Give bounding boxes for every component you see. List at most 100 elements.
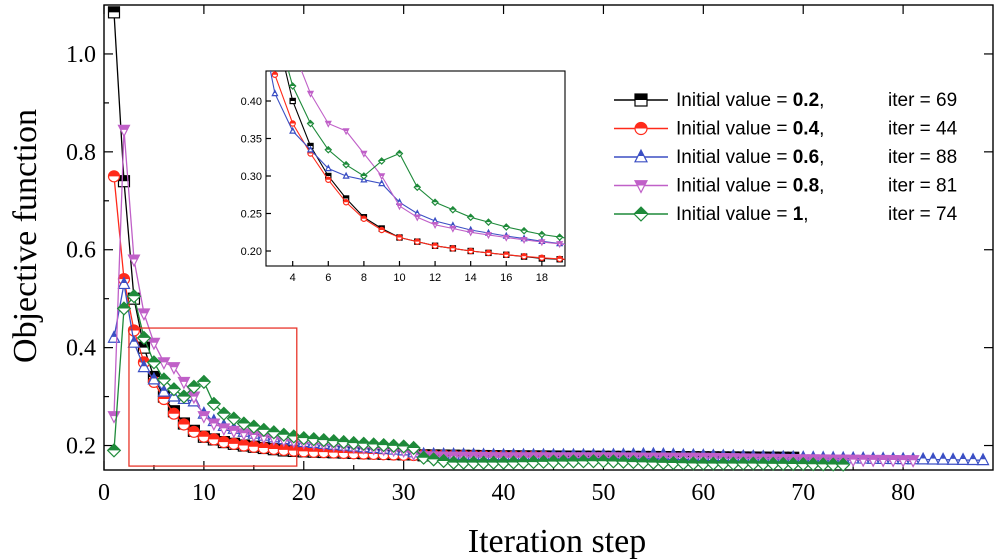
- inset-y-tick-label: 0.35: [241, 134, 262, 146]
- x-axis-title: Iteration step: [468, 523, 646, 560]
- inset-series-3-point: [306, 145, 315, 153]
- series-2-point: [237, 439, 250, 452]
- series-3-point: [137, 359, 151, 373]
- series-3: [107, 276, 990, 466]
- series-5-point: [686, 456, 701, 471]
- y-tick-label: 0.6: [66, 238, 96, 264]
- series-1-point: [117, 175, 131, 188]
- inset-series-3-point: [289, 126, 297, 134]
- legend-marker: [634, 93, 648, 107]
- inset-series-2-point: [360, 215, 368, 222]
- inset-x-tick-label: 4: [290, 272, 296, 284]
- inset-series-4-point: [556, 241, 564, 249]
- series-5-point: [406, 440, 421, 456]
- series-5-point: [156, 372, 172, 387]
- series-3-point: [157, 384, 171, 397]
- series-5-point: [546, 454, 561, 469]
- series-5-point: [396, 439, 411, 454]
- x-tick-label: 20: [292, 480, 316, 506]
- series-3-point: [107, 330, 121, 343]
- inset-series-4-point: [378, 173, 386, 181]
- legend-marker: [634, 180, 648, 194]
- series-2-point: [267, 442, 280, 456]
- inset-series-5-point: [272, 19, 278, 25]
- series-5-point: [436, 453, 451, 469]
- x-tick-label: 30: [392, 480, 416, 506]
- legend-iter: iter = 88: [888, 147, 957, 168]
- inset-series-5-point: [377, 157, 386, 165]
- series-4-point: [117, 124, 131, 138]
- series-5-point: [746, 456, 761, 471]
- series-3-point: [976, 452, 990, 466]
- y-tick-label: 0.2: [66, 434, 96, 460]
- inset-series-4-point: [360, 150, 368, 158]
- inset-series-4-point: [342, 128, 350, 136]
- inset-series-2-point: [503, 251, 510, 258]
- inset-series-4: [301, 71, 565, 249]
- series-5-point: [576, 454, 591, 469]
- main-plot-area: 0 10 20 30 40 50 60 70 80 0.2 0.4 0.6 0.8 1.0: [66, 4, 994, 506]
- legend-label: Initial value = 0.8,: [676, 176, 824, 197]
- series-2-point: [187, 425, 200, 438]
- legend-label: Initial value = 0.4,: [676, 119, 824, 140]
- series-5-point: [386, 438, 401, 453]
- inset-series-4-point: [324, 120, 332, 128]
- inset-x-tick-label: 16: [500, 272, 512, 284]
- series-2-point: [207, 433, 220, 446]
- series-4-point: [896, 455, 910, 468]
- inset-frame: [265, 70, 566, 267]
- series-5-point: [276, 427, 291, 442]
- series-3-point: [926, 451, 940, 465]
- series-5-point: [196, 374, 212, 390]
- inset-series-3-point: [271, 89, 279, 97]
- series-5-point: [816, 457, 831, 472]
- inset-series-2-point: [378, 226, 385, 234]
- series-5-point: [226, 411, 242, 426]
- y-tick-label: 1.0: [66, 42, 96, 68]
- series-4-point: [177, 376, 191, 390]
- series-4-point: [127, 254, 141, 268]
- inset-series-4-point: [484, 232, 493, 240]
- series-5-point: [256, 422, 271, 438]
- inset-series-4-point: [413, 214, 421, 222]
- inset-series-5-point: [413, 183, 422, 192]
- inset-series-2-point: [431, 242, 439, 249]
- inset-x-tick-label: 18: [536, 272, 548, 284]
- series-3-point: [147, 371, 161, 385]
- inset-y-tick-label: 0.20: [241, 246, 262, 258]
- series-4-point: [137, 308, 151, 322]
- inset-series-2-point: [271, 71, 279, 78]
- inset-series-2-point: [414, 238, 421, 245]
- series-5: [106, 289, 851, 472]
- series-5-point: [116, 301, 132, 316]
- series-4-point: [197, 411, 211, 424]
- series-5-point: [506, 455, 521, 470]
- inset-x-tick-label: 14: [465, 272, 477, 284]
- series-5-point: [216, 406, 232, 421]
- series-4-point: [846, 454, 860, 468]
- series-2-point: [247, 440, 260, 453]
- series-5-point: [835, 457, 851, 472]
- series-5-point: [766, 456, 781, 472]
- legend-label: Initial value = 1,: [676, 204, 809, 225]
- series-5-point: [146, 355, 162, 370]
- inset-series-5-point: [288, 82, 297, 90]
- legend-entry-5: Initial value = 1, iter = 74: [614, 204, 958, 225]
- y-tick-label: 0.8: [66, 140, 96, 166]
- series-5-point: [166, 382, 182, 397]
- series-4-point: [147, 337, 161, 351]
- inset-series-2-point: [449, 245, 457, 252]
- series-3-point: [936, 452, 950, 465]
- series-2-point: [227, 437, 240, 450]
- y-tick-label: 0.4: [66, 336, 96, 362]
- inset-x-tick-label: 10: [393, 272, 405, 284]
- series-5-point: [646, 455, 661, 470]
- inset-series-2-point: [325, 176, 332, 183]
- legend-iter: iter = 74: [888, 204, 958, 225]
- series-5-point: [716, 456, 731, 471]
- series-5-point: [776, 456, 791, 472]
- inset-y-tick-label: 0.40: [241, 96, 262, 108]
- inset-x-tick-label: 6: [325, 272, 331, 284]
- series-4-point: [157, 357, 171, 370]
